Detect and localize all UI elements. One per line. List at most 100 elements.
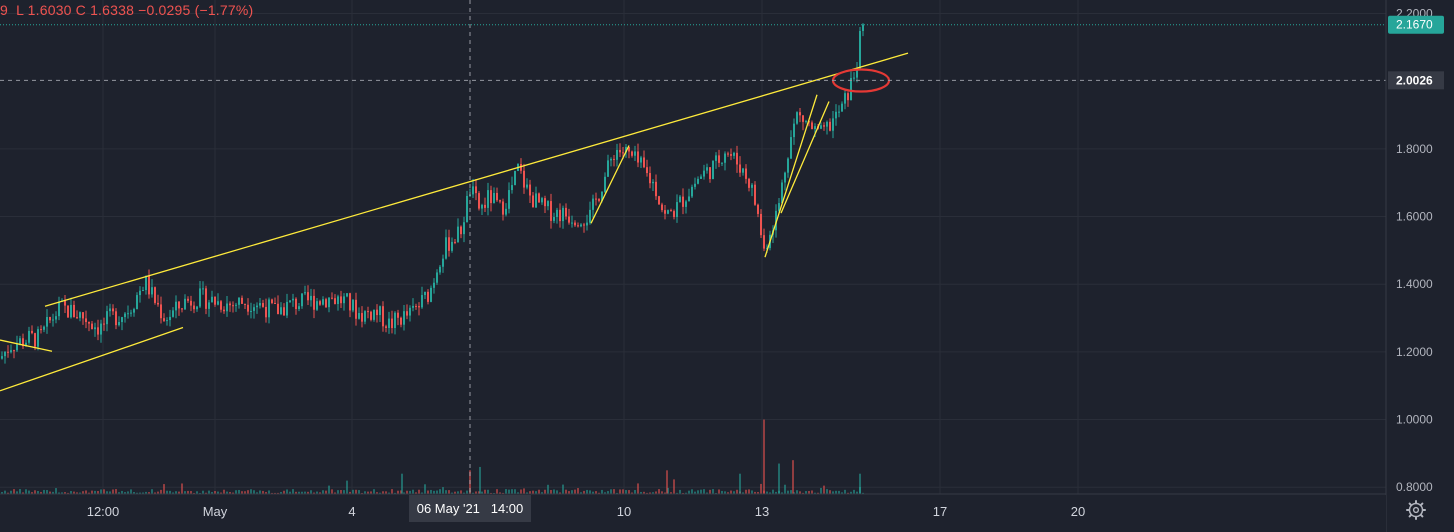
settings-gear-icon[interactable]	[1406, 500, 1426, 520]
time-axis[interactable]	[0, 495, 1386, 532]
volume-bar	[304, 491, 306, 494]
candle-body	[508, 190, 510, 209]
last-price-tag	[1388, 15, 1444, 34]
candle-body	[856, 68, 858, 78]
candle-body	[106, 311, 108, 325]
candle-body	[160, 304, 162, 319]
candle-body	[388, 318, 390, 328]
volume-bar	[151, 489, 153, 494]
candle-body	[850, 78, 852, 101]
candle-body	[121, 317, 123, 323]
candle-body	[238, 297, 240, 305]
candle-body	[679, 196, 681, 203]
trend-line	[0, 339, 53, 352]
candle-body	[568, 216, 570, 223]
candle-body	[118, 322, 120, 326]
candle-body	[157, 302, 159, 305]
candle-body	[316, 301, 318, 310]
candle-body	[148, 275, 150, 295]
volume-bar	[346, 480, 348, 494]
candle-body	[451, 241, 453, 251]
volume-bar	[109, 491, 111, 494]
last-price-label: 2.1670	[1396, 18, 1433, 32]
candle-body	[724, 153, 726, 163]
candle-body	[493, 192, 495, 204]
volume-bar	[214, 491, 216, 494]
volume-bar	[34, 490, 36, 494]
candle-body	[310, 295, 312, 301]
volume-bar	[10, 490, 12, 494]
candle-body	[787, 158, 789, 173]
volume-bar	[751, 490, 753, 494]
volume-bar	[394, 492, 396, 494]
volume-bar	[328, 485, 330, 494]
volume-bar	[634, 490, 636, 494]
volume-bar	[352, 489, 354, 494]
volume-bar	[274, 492, 276, 494]
candle-body	[184, 298, 186, 310]
candle-body	[70, 304, 72, 318]
trend-line	[764, 94, 818, 258]
candle-body	[169, 316, 171, 321]
candle-body	[442, 258, 444, 267]
candle-body	[433, 282, 435, 288]
candle-body	[847, 93, 849, 101]
volume-bar	[448, 490, 450, 494]
candle-body	[544, 198, 546, 207]
candle-body	[631, 151, 633, 156]
volume-bar	[502, 492, 504, 494]
candle-body	[298, 306, 300, 310]
candle-body	[529, 184, 531, 196]
volume-bar	[721, 490, 723, 494]
candle-body	[235, 304, 237, 306]
volume-bar	[28, 490, 30, 494]
candle-body	[271, 299, 273, 304]
candle-body	[490, 190, 492, 204]
candle-body	[475, 186, 477, 194]
candle-body	[343, 296, 345, 304]
candle-body	[649, 173, 651, 184]
candle-body	[394, 312, 396, 329]
volume-bar	[541, 492, 543, 494]
candle-body	[784, 172, 786, 183]
volume-bar	[538, 489, 540, 494]
candle-body	[139, 290, 141, 296]
volume-bar	[415, 492, 417, 494]
volume-bar	[505, 489, 507, 494]
volume-bar	[97, 491, 99, 494]
candle-body	[700, 176, 702, 179]
volume-bar	[85, 490, 87, 494]
candle-body	[460, 226, 462, 235]
volume-spike	[401, 473, 403, 494]
volume-bar	[55, 488, 57, 494]
candle-body	[286, 301, 288, 316]
candle-body	[175, 301, 177, 311]
candle-body	[376, 309, 378, 316]
volume-bar	[493, 492, 495, 494]
candle-body	[43, 326, 45, 330]
candle-body	[151, 287, 153, 295]
volume-bar	[718, 489, 720, 494]
candle-body	[592, 198, 594, 210]
volume-bar	[475, 491, 477, 494]
candle-body	[127, 313, 129, 315]
volume-bar	[49, 491, 51, 494]
volume-bar	[211, 492, 213, 494]
candle-body	[226, 303, 228, 312]
volume-bar	[382, 491, 384, 494]
volume-bar	[829, 490, 831, 494]
candle-body	[190, 300, 192, 306]
time-tick-label: 20	[1071, 504, 1085, 519]
candle-body	[250, 310, 252, 312]
candle-body	[265, 306, 267, 318]
candle-body	[463, 222, 465, 235]
volume-bar	[253, 490, 255, 494]
volume-bar	[385, 491, 387, 494]
volume-bar	[139, 492, 141, 494]
volume-bar	[754, 491, 756, 494]
candle-body	[187, 298, 189, 301]
candle-body	[577, 225, 579, 227]
volume-bar	[487, 489, 489, 494]
volume-bar	[292, 489, 294, 494]
